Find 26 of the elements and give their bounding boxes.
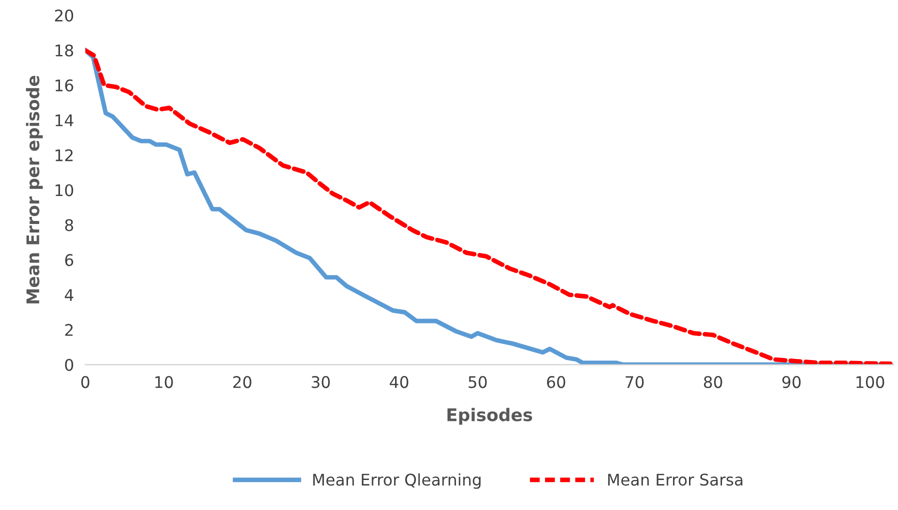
x-tick-label: 70 — [626, 376, 644, 388]
x-tick-label: 0 — [81, 376, 90, 388]
x-tick-label: 100 — [856, 376, 884, 388]
y-axis-title: Mean Error per episode — [26, 76, 43, 304]
x-tick-label: 50 — [468, 376, 487, 388]
y-tick-label: 16 — [56, 79, 74, 92]
y-tick-label: 20 — [55, 10, 74, 22]
legend-label: Mean Error Qlearning — [313, 473, 481, 489]
y-tick-label: 0 — [65, 358, 74, 371]
x-tick-label: 80 — [704, 376, 722, 388]
x-tick-label: 90 — [782, 376, 801, 388]
y-tick-label: 6 — [65, 254, 74, 266]
y-tick-label: 12 — [56, 149, 73, 162]
x-tick-label: 40 — [390, 376, 408, 388]
x-tick-label: 60 — [547, 376, 566, 388]
y-tick-label: 4 — [64, 289, 74, 301]
x-tick-label: 30 — [312, 376, 330, 388]
y-tick-label: 2 — [65, 324, 73, 336]
legend-label: Mean Error Sarsa — [608, 474, 742, 486]
y-tick-label: 18 — [56, 44, 74, 57]
y-tick-label: 14 — [56, 114, 74, 126]
x-tick-label: 20 — [233, 376, 252, 388]
x-axis-title: Episodes — [447, 408, 532, 425]
y-tick-label: 10 — [56, 184, 74, 196]
y-tick-label: 8 — [65, 219, 74, 232]
x-tick-label: 10 — [155, 376, 173, 388]
